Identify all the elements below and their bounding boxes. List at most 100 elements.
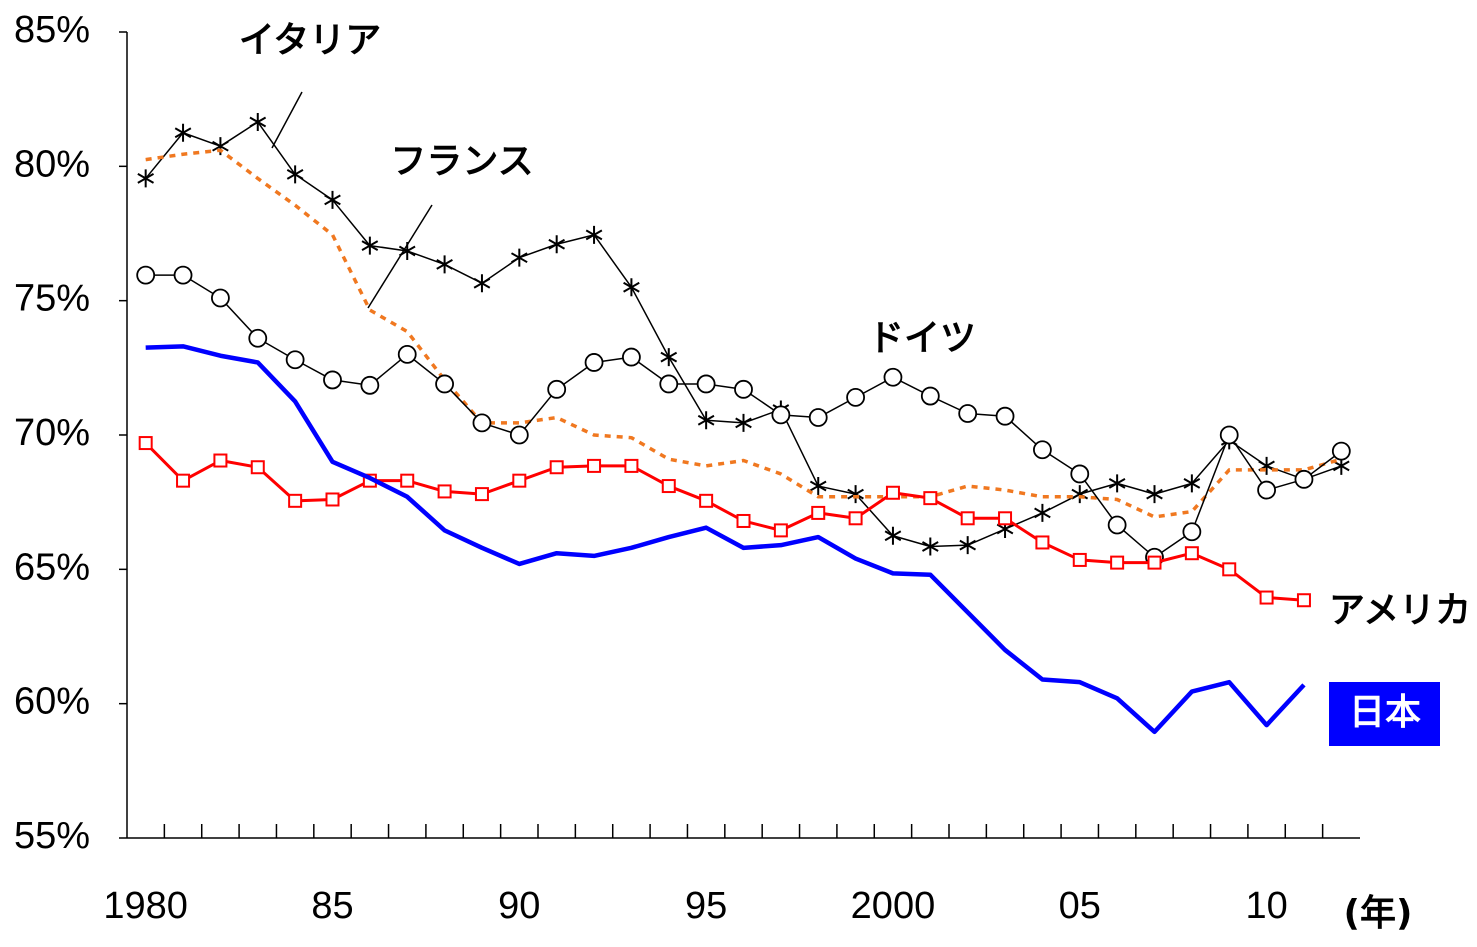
x-tick-label: 2000	[851, 885, 936, 927]
series-line	[144, 442, 1305, 602]
x-tick-label: 90	[498, 885, 540, 927]
marker	[1294, 469, 1314, 489]
marker	[811, 505, 826, 520]
marker	[213, 453, 228, 468]
marker	[360, 375, 380, 395]
marker	[1071, 485, 1089, 504]
marker	[325, 492, 340, 507]
marker	[510, 248, 528, 267]
marker	[1108, 474, 1126, 493]
marker	[734, 379, 753, 399]
y-tick-label: 80%	[14, 143, 90, 185]
marker	[735, 413, 752, 432]
marker	[809, 477, 827, 496]
marker	[848, 511, 863, 526]
y-tick-label: 75%	[14, 278, 90, 320]
marker	[1070, 464, 1090, 484]
marker	[549, 460, 564, 475]
marker	[1259, 590, 1274, 605]
marker	[921, 537, 939, 556]
marker	[138, 436, 153, 451]
marker	[136, 265, 156, 285]
marker	[250, 460, 265, 475]
marker	[661, 479, 676, 494]
series-name: 日本	[1349, 692, 1421, 733]
marker	[660, 348, 678, 367]
marker	[699, 493, 714, 508]
series-name: ドイツ	[868, 318, 976, 359]
marker	[1110, 555, 1125, 570]
marker	[176, 473, 191, 488]
leader-line	[367, 204, 433, 309]
marker	[436, 255, 453, 274]
y-tick-label: 65%	[14, 546, 90, 588]
marker	[659, 374, 679, 394]
marker	[249, 113, 267, 132]
marker	[771, 405, 791, 425]
marker	[623, 278, 640, 297]
marker	[923, 491, 938, 506]
x-tick-label: 85	[311, 885, 353, 927]
marker	[1184, 546, 1199, 561]
marker	[736, 513, 751, 528]
marker	[998, 511, 1013, 526]
series-name: フランス	[390, 141, 533, 182]
marker	[472, 413, 492, 433]
marker	[587, 458, 602, 473]
marker	[808, 408, 828, 427]
marker	[437, 484, 452, 499]
marker	[1147, 555, 1162, 570]
marker	[286, 165, 304, 184]
x-tick-label: 10	[1245, 885, 1287, 927]
marker	[212, 137, 229, 156]
marker	[474, 487, 489, 502]
marker	[847, 485, 864, 504]
x-tick-label: 05	[1059, 885, 1101, 927]
marker	[1072, 552, 1087, 567]
marker	[958, 404, 978, 423]
marker	[509, 425, 529, 445]
marker	[885, 485, 900, 500]
marker	[173, 265, 193, 285]
y-tick-label: 70%	[14, 412, 90, 454]
marker	[883, 367, 903, 387]
marker	[584, 353, 604, 372]
y-tick-label: 85%	[14, 9, 90, 51]
marker	[174, 123, 192, 142]
x-tick-label: 1980	[103, 885, 188, 927]
marker	[398, 241, 416, 260]
marker	[1146, 485, 1163, 504]
marker	[1222, 562, 1237, 577]
series-name: アメリカ	[1329, 590, 1471, 631]
marker	[773, 523, 788, 538]
label-box	[1329, 682, 1440, 746]
marker	[288, 493, 303, 508]
marker	[696, 374, 716, 394]
marker	[1107, 515, 1127, 535]
marker	[473, 274, 491, 293]
marker	[435, 374, 454, 394]
y-tick-label: 60%	[14, 681, 90, 723]
marker	[1219, 425, 1239, 445]
marker	[400, 473, 415, 488]
marker	[1331, 441, 1351, 461]
marker	[547, 379, 567, 399]
marker	[624, 458, 639, 473]
marker	[323, 370, 342, 390]
marker	[1033, 440, 1052, 460]
x-tick-label: 95	[685, 885, 727, 927]
marker	[211, 288, 230, 308]
series-line	[145, 344, 1306, 735]
marker	[1257, 480, 1276, 500]
x-axis-label: (年)	[1344, 893, 1413, 934]
y-tick-label: 55%	[14, 815, 90, 857]
marker	[361, 236, 379, 255]
marker	[920, 386, 940, 406]
series-line	[145, 148, 1342, 519]
marker	[995, 406, 1015, 426]
marker	[512, 473, 527, 488]
marker	[137, 169, 155, 188]
marker	[1035, 535, 1050, 550]
marker	[548, 235, 566, 254]
